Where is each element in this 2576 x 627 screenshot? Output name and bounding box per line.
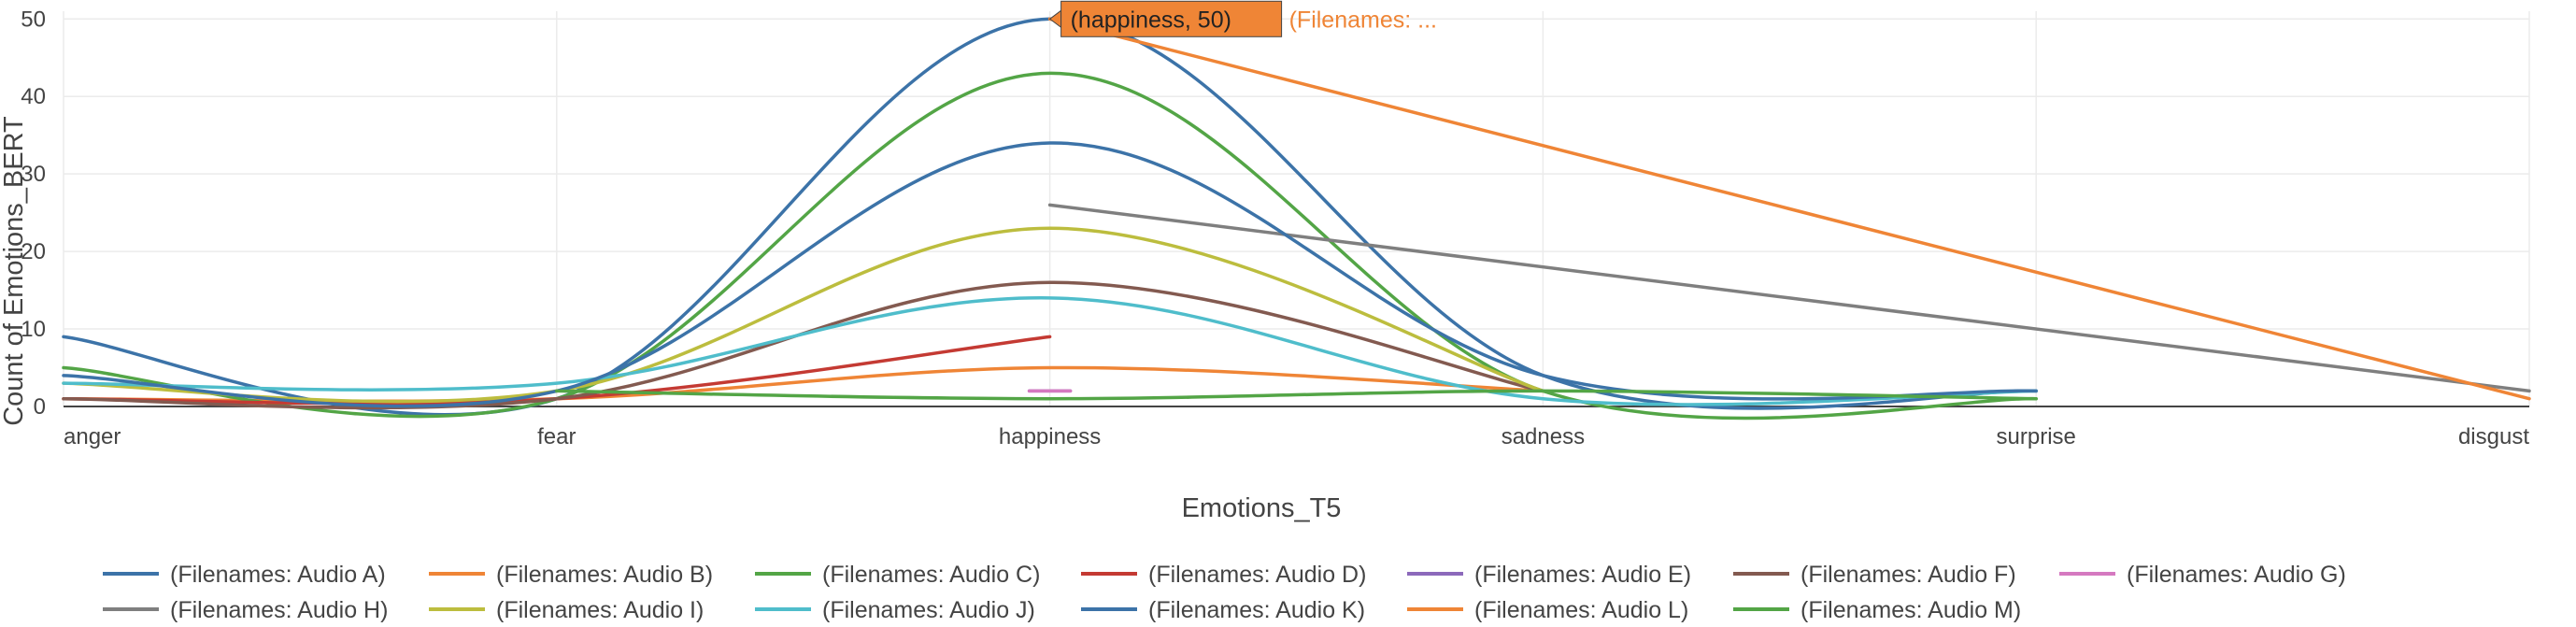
legend-item-audio-j[interactable]: (Filenames: Audio J)	[755, 597, 1035, 623]
x-tick-label-disgust: disgust	[2458, 424, 2529, 449]
series-audio-l-line	[1047, 17, 2531, 401]
hover-label: (happiness, 50)	[1071, 7, 1231, 33]
series-audio-c-line	[62, 71, 2038, 420]
x-axis-title: Emotions_T5	[1182, 493, 1342, 523]
legend-label: (Filenames: Audio J)	[822, 597, 1035, 622]
legend-label: (Filenames: Audio D)	[1148, 562, 1366, 588]
legend-item-audio-f[interactable]: (Filenames: Audio F)	[1733, 562, 2016, 588]
x-tick-label-anger: anger	[64, 424, 121, 449]
series-audio-i-line	[62, 226, 1545, 404]
y-tick-label: 30	[21, 162, 46, 187]
legend-item-audio-h[interactable]: (Filenames: Audio H)	[103, 597, 388, 623]
y-tick-label: 50	[21, 7, 46, 32]
series-audio-m-line	[555, 389, 2038, 401]
legend-label: (Filenames: Audio M)	[1800, 597, 2021, 622]
legend-item-audio-l[interactable]: (Filenames: Audio L)	[1407, 597, 1688, 623]
legend-label: (Filenames: Audio B)	[496, 562, 713, 588]
x-tick-labels: anger fear happiness sadness surprise disgust	[64, 424, 2529, 449]
legend-label: (Filenames: Audio L)	[1474, 597, 1688, 622]
legend-label: (Filenames: Audio G)	[2127, 562, 2346, 588]
series-layer	[62, 17, 2531, 420]
y-tick-label: 40	[21, 84, 46, 109]
legend-item-audio-d[interactable]: (Filenames: Audio D)	[1081, 562, 1366, 588]
series-audio-k-line	[62, 141, 2038, 408]
series-audio-j-line	[62, 296, 2038, 406]
legend-label: (Filenames: Audio A)	[170, 562, 386, 588]
legend-item-audio-k[interactable]: (Filenames: Audio K)	[1081, 597, 1365, 623]
legend-label: (Filenames: Audio F)	[1800, 562, 2016, 588]
legend-item-audio-i[interactable]: (Filenames: Audio I)	[429, 597, 704, 623]
legend-item-audio-e[interactable]: (Filenames: Audio E)	[1407, 562, 1691, 588]
x-tick-label-happiness: happiness	[999, 424, 1101, 449]
legend: (Filenames: Audio A) (Filenames: Audio B)…	[103, 562, 2346, 623]
legend-item-audio-m[interactable]: (Filenames: Audio M)	[1733, 597, 2021, 623]
hover-pointer	[1048, 9, 1062, 29]
legend-item-audio-b[interactable]: (Filenames: Audio B)	[429, 562, 713, 588]
hover-tooltip: (happiness, 50) (Filenames: ...	[1048, 0, 1437, 37]
x-tick-label-sadness: sadness	[1501, 424, 1585, 449]
legend-label: (Filenames: Audio I)	[496, 597, 704, 622]
legend-item-audio-g[interactable]: (Filenames: Audio G)	[2059, 562, 2346, 588]
y-tick-labels: 0 10 20 30 40 50	[21, 7, 46, 420]
y-axis-title: Count of Emotions_BERT	[0, 116, 29, 426]
legend-item-audio-a[interactable]: (Filenames: Audio A)	[103, 562, 386, 588]
legend-label: (Filenames: Audio K)	[1148, 597, 1365, 622]
x-tick-label-surprise: surprise	[1997, 424, 2076, 449]
legend-label: (Filenames: Audio E)	[1474, 562, 1691, 588]
x-tick-label-fear: fear	[537, 424, 576, 449]
series-audio-h-line	[1047, 203, 2531, 393]
legend-item-audio-c[interactable]: (Filenames: Audio C)	[755, 562, 1040, 588]
hover-box	[1060, 0, 1283, 37]
y-tick-label: 0	[34, 394, 46, 420]
grid-layer	[63, 11, 2530, 406]
legend-label: (Filenames: Audio C)	[822, 562, 1040, 588]
legend-label: (Filenames: Audio H)	[170, 597, 388, 622]
hover-extra: (Filenames: ...	[1289, 7, 1437, 33]
y-tick-label: 20	[21, 239, 46, 264]
y-tick-label: 10	[21, 317, 46, 342]
